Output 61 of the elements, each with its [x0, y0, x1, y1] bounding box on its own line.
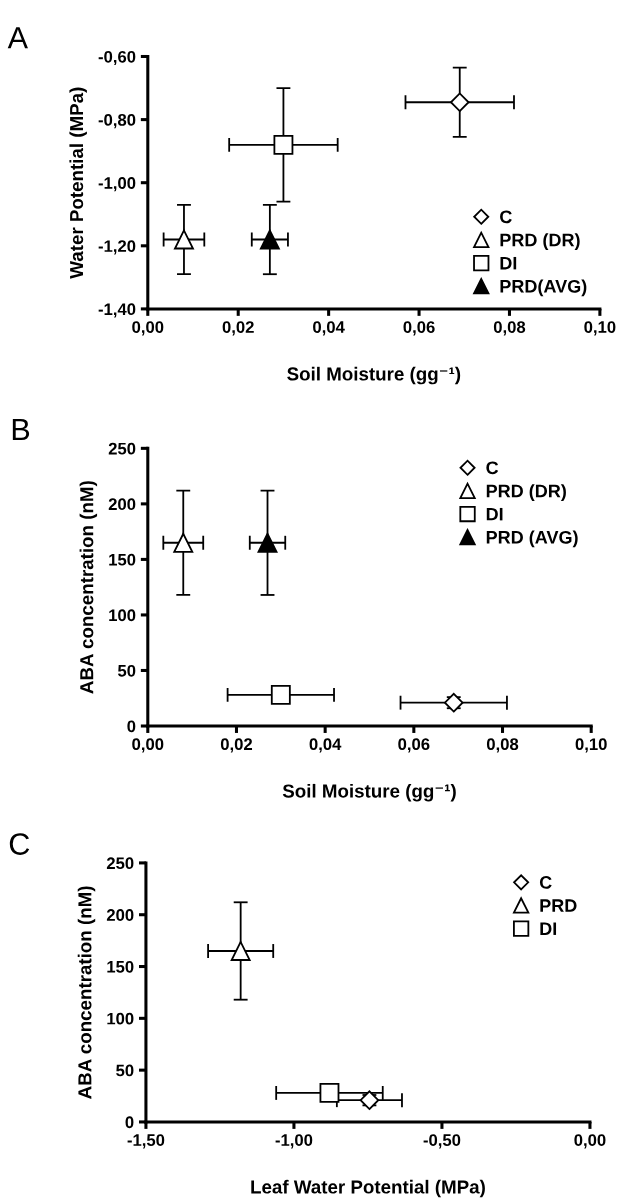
- point: [173, 532, 194, 553]
- legend-label: DI: [500, 256, 517, 270]
- point: [319, 1083, 340, 1103]
- y-tick-label: 200: [108, 498, 136, 511]
- y-tick-label: 100: [107, 1012, 134, 1025]
- y-tick-label: 50: [117, 664, 136, 677]
- chart-title: C: [9, 833, 30, 855]
- y-tick-label: -0,60: [98, 50, 136, 66]
- y-tick-label: -1,40: [98, 303, 136, 318]
- y-tick-label: 250: [108, 442, 136, 455]
- y-tick-label: 0: [125, 1116, 134, 1129]
- y-axis-title: ABA concentration (nM): [77, 886, 96, 1099]
- legend-label: PRD: [540, 899, 577, 912]
- y-tick-label: 250: [106, 857, 134, 870]
- y-tick-label: 50: [116, 1064, 134, 1077]
- x-tick-label: 0,00: [132, 321, 164, 336]
- x-tick-label: 0,00: [574, 1134, 606, 1149]
- legend-label: DI: [540, 922, 557, 935]
- point: [449, 92, 470, 112]
- legend-label: PRD(AVG): [500, 279, 587, 297]
- x-axis-title: Leaf Water Potential (MPa): [251, 1179, 485, 1198]
- y-axis-title: ABA concentration (nM): [79, 481, 98, 694]
- legend-label: DI: [486, 507, 503, 521]
- x-tick-label: 0,02: [222, 321, 254, 336]
- x-tick-label: 0,02: [220, 738, 253, 753]
- y-axis-title: Water Potential (MPa): [69, 87, 87, 279]
- y-tick-label: 0: [127, 720, 136, 733]
- point: [270, 684, 291, 705]
- x-tick-label: -1,50: [127, 1134, 165, 1149]
- x-tick-label: 0,00: [132, 738, 164, 753]
- point: [257, 532, 278, 553]
- x-tick-label: 0,08: [486, 738, 519, 753]
- y-tick-label: 150: [109, 553, 136, 566]
- point: [259, 229, 280, 250]
- legend-label: PRD (DR): [486, 484, 566, 501]
- y-tick-label: -1,00: [98, 177, 136, 192]
- x-tick-label: -1,00: [275, 1134, 313, 1149]
- chart-title: A: [7, 27, 28, 49]
- x-tick-label: -0,50: [423, 1134, 461, 1149]
- legend-label: PRD (AVG): [486, 530, 578, 548]
- x-axis-title: Soil Moisture (gg⁻¹): [282, 783, 456, 802]
- point: [273, 134, 294, 155]
- legend-label: C: [500, 210, 512, 224]
- legend-label: PRD (DR): [500, 233, 580, 250]
- x-tick-label: 0,10: [575, 738, 607, 753]
- x-tick-label: 0,10: [584, 321, 616, 336]
- point: [174, 229, 194, 250]
- x-tick-label: 0,06: [398, 738, 430, 753]
- x-tick-label: 0,04: [313, 321, 345, 336]
- y-tick-label: 100: [109, 609, 136, 622]
- y-tick-label: 150: [107, 960, 134, 973]
- y-tick-label: -0,80: [98, 114, 136, 129]
- x-axis-title: Soil Moisture (gg⁻¹): [287, 366, 461, 385]
- x-tick-label: 0,08: [493, 321, 526, 336]
- legend-label: C: [539, 876, 552, 889]
- x-tick-label: 0,04: [309, 738, 342, 753]
- y-tick-label: 200: [106, 909, 134, 921]
- y-tick-label: -1,20: [98, 240, 136, 255]
- x-tick-label: 0,06: [403, 321, 435, 336]
- chart-title: B: [12, 418, 30, 441]
- legend-label: C: [486, 461, 499, 475]
